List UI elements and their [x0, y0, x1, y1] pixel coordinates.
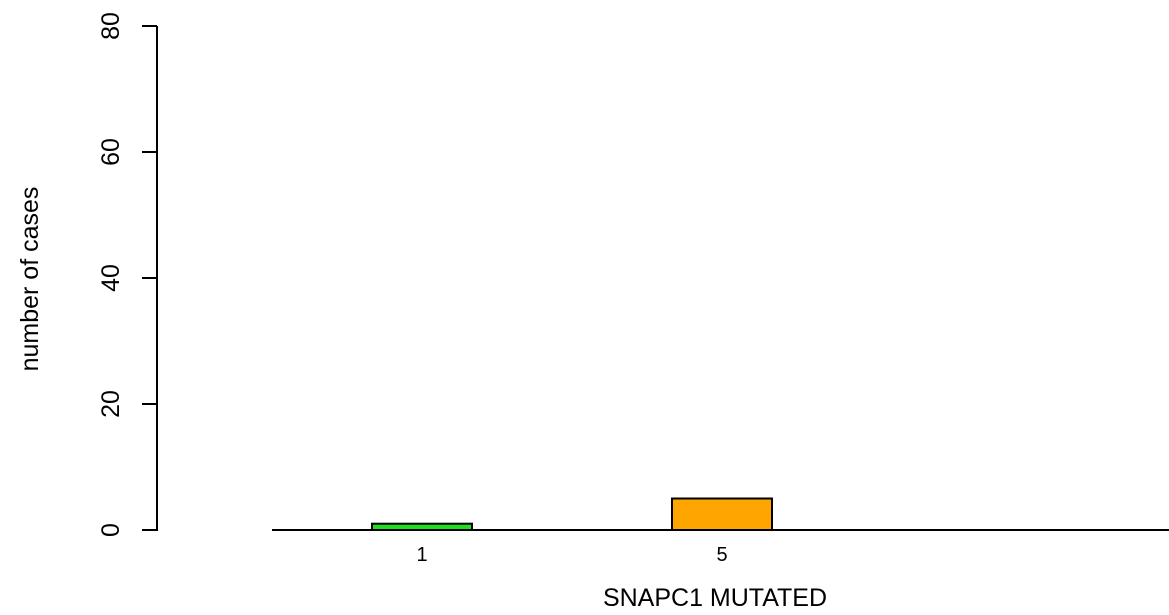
- bar-value-label: 5: [716, 544, 727, 566]
- y-tick-label: 20: [97, 390, 125, 418]
- y-tick-label: 40: [97, 264, 125, 292]
- y-tick-label: 0: [97, 523, 125, 537]
- bar-1: [671, 497, 773, 531]
- y-axis-title: number of cases: [16, 187, 44, 372]
- bar-value-label: 1: [416, 544, 427, 566]
- y-axis: 0 20 40 60 80: [97, 12, 158, 537]
- bars: [371, 497, 773, 532]
- y-tick-label: 60: [97, 138, 125, 166]
- x-axis-title: SNAPC1 MUTATED: [603, 584, 827, 612]
- y-tick-label: 80: [97, 12, 125, 40]
